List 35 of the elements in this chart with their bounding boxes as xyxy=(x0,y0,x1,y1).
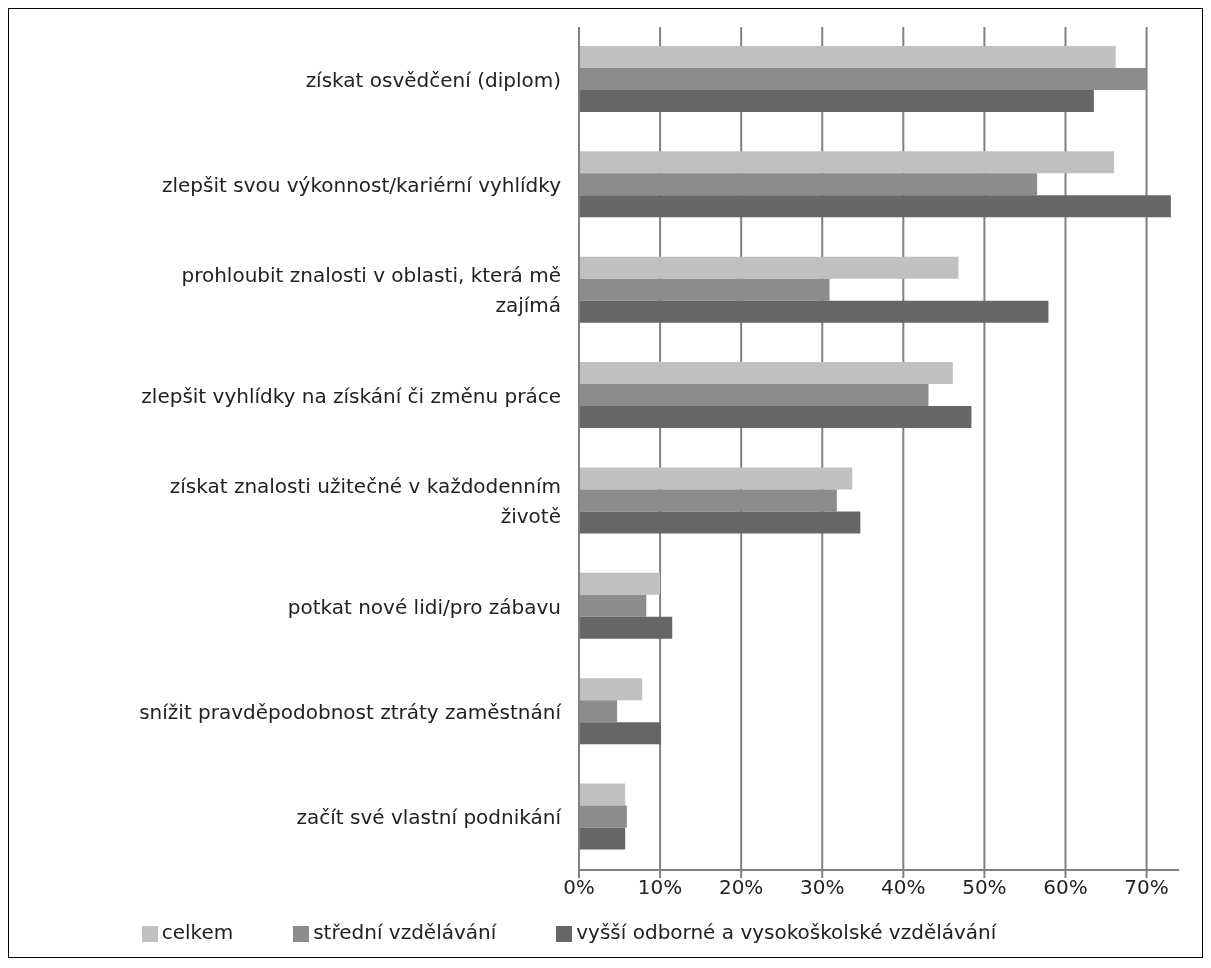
x-tick-label: 60% xyxy=(1043,875,1088,900)
y-tick-label: zlepšit svou výkonnost/kariérní vyhlídky xyxy=(161,173,562,198)
x-tick-label: 70% xyxy=(1124,875,1169,900)
bar xyxy=(579,467,853,490)
bar xyxy=(579,406,972,429)
y-tick-label: získat znalosti užitečné v každodenním životě xyxy=(169,474,561,529)
x-tick-label: 0% xyxy=(563,875,595,900)
legend-label: vyšší odborné a vysokoškolské vzdělávání xyxy=(576,920,997,944)
x-tick-label: 20% xyxy=(718,875,764,900)
bar xyxy=(579,572,661,595)
bar xyxy=(579,362,953,385)
y-tick-label: snížit pravděpodobnost ztráty zaměstnání xyxy=(139,699,563,724)
bar xyxy=(579,89,1094,112)
x-tick-label: 30% xyxy=(800,875,845,900)
bar xyxy=(579,722,661,745)
y-tick-label: začít své vlastní podnikání xyxy=(296,805,563,830)
x-tick-label: 50% xyxy=(962,875,1007,900)
bar xyxy=(579,256,959,279)
y-tick-label: prohloubit znalosti v oblasti, která mě zajímá xyxy=(181,263,561,318)
y-tick-label: získat osvědčení (diplom) xyxy=(305,67,561,92)
bar xyxy=(579,151,1115,174)
bar xyxy=(579,616,673,639)
bar xyxy=(579,511,861,534)
x-tick-label: 40% xyxy=(881,875,926,900)
x-tick-label: 10% xyxy=(637,875,683,900)
legend-label: střední vzdělávání xyxy=(313,920,497,944)
y-tick-label: potkat nové lidi/pro zábavu xyxy=(287,594,561,619)
bar xyxy=(579,827,626,850)
legend-label: celkem xyxy=(161,920,234,944)
bar xyxy=(579,195,1171,218)
bar xyxy=(579,783,626,806)
bar xyxy=(579,45,1116,68)
bar xyxy=(579,300,1049,323)
bar xyxy=(579,678,643,701)
y-tick-label: zlepšit vyhlídky na získání či změnu práce xyxy=(141,383,561,408)
